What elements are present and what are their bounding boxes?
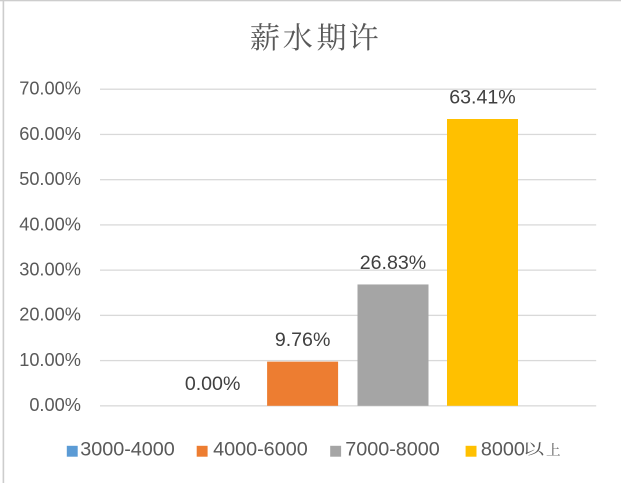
svg-text:4000-6000: 4000-6000 (213, 438, 308, 460)
svg-text:7000-8000: 7000-8000 (345, 438, 440, 460)
svg-text:3000-4000: 3000-4000 (80, 438, 175, 460)
svg-text:0.00%: 0.00% (185, 373, 241, 395)
svg-text:0.00%: 0.00% (29, 395, 81, 415)
svg-text:9.76%: 9.76% (275, 329, 331, 351)
svg-text:26.83%: 26.83% (360, 252, 426, 274)
svg-text:40.00%: 40.00% (19, 214, 81, 234)
svg-text:70.00%: 70.00% (19, 79, 81, 99)
svg-text:50.00%: 50.00% (19, 169, 81, 189)
svg-text:60.00%: 60.00% (19, 124, 81, 144)
svg-text:10.00%: 10.00% (19, 350, 81, 370)
svg-text:8000: 8000 (481, 438, 525, 460)
svg-text:30.00%: 30.00% (19, 260, 81, 280)
svg-text:20.00%: 20.00% (19, 305, 81, 325)
svg-text:63.41%: 63.41% (449, 86, 515, 108)
